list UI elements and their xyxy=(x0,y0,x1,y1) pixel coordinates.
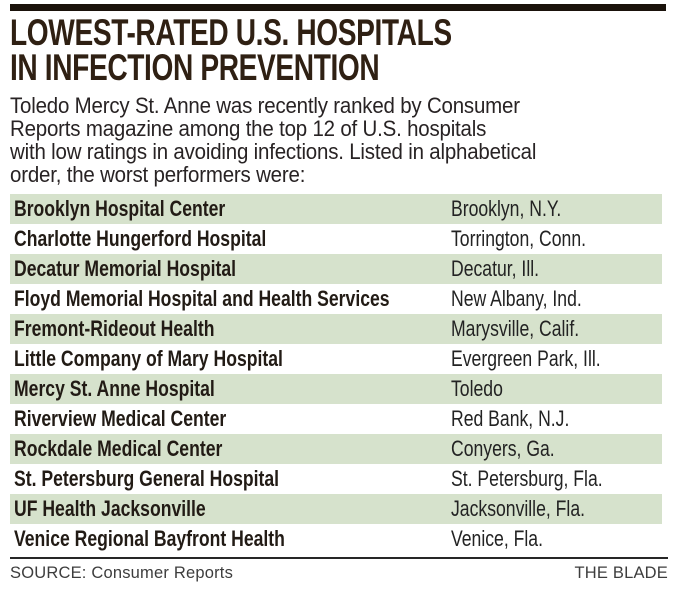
table-row: St. Petersburg General Hospital St. Pete… xyxy=(10,464,662,494)
table-row: Rockdale Medical Center Conyers, Ga. xyxy=(10,434,662,464)
hospital-name: Mercy St. Anne Hospital xyxy=(14,376,215,401)
page-title-line2: IN INFECTION PREVENTION xyxy=(10,47,380,88)
hospital-name: Floyd Memorial Hospital and Health Servi… xyxy=(14,286,390,311)
publication-credit: THE BLADE xyxy=(574,564,668,582)
hospital-name: Charlotte Hungerford Hospital xyxy=(14,226,267,251)
hospital-name: Rockdale Medical Center xyxy=(14,436,223,461)
intro-line: Toledo Mercy St. Anne was recently ranke… xyxy=(10,93,520,118)
table-row: Little Company of Mary Hospital Evergree… xyxy=(10,344,662,374)
table-row: Riverview Medical Center Red Bank, N.J. xyxy=(10,404,662,434)
footer-rule xyxy=(10,557,668,559)
hospital-name: Decatur Memorial Hospital xyxy=(14,256,237,281)
table-row: Venice Regional Bayfront Health Venice, … xyxy=(10,524,662,554)
hospital-location: Brooklyn, N.Y. xyxy=(451,196,562,221)
hospital-table: Brooklyn Hospital Center Brooklyn, N.Y. … xyxy=(10,194,662,554)
table-row: Fremont-Rideout Health Marysville, Calif… xyxy=(10,314,662,344)
table-row: Decatur Memorial Hospital Decatur, Ill. xyxy=(10,254,662,284)
footer: SOURCE: Consumer Reports THE BLADE xyxy=(10,564,668,583)
hospital-name: Venice Regional Bayfront Health xyxy=(14,526,285,551)
intro-line: Reports magazine among the top 12 of U.S… xyxy=(10,116,487,141)
hospital-location: Torrington, Conn. xyxy=(451,226,587,251)
hospital-location: Decatur, Ill. xyxy=(451,256,540,281)
page-title-line1: LOWEST-RATED U.S. HOSPITALS xyxy=(10,12,452,53)
table-row: Mercy St. Anne Hospital Toledo xyxy=(10,374,662,404)
table-row: Floyd Memorial Hospital and Health Servi… xyxy=(10,284,662,314)
page-title: LOWEST-RATED U.S. HOSPITALS IN INFECTION… xyxy=(10,11,684,88)
hospital-name: Little Company of Mary Hospital xyxy=(14,346,283,371)
intro-line: with low ratings in avoiding infections.… xyxy=(10,139,537,164)
hospital-name: Riverview Medical Center xyxy=(14,406,227,431)
top-rule-bar xyxy=(10,4,666,11)
hospital-location: Toledo xyxy=(451,376,503,401)
hospital-location: Red Bank, N.J. xyxy=(451,406,570,431)
hospital-location: Evergreen Park, Ill. xyxy=(451,346,601,371)
table-row: UF Health Jacksonville Jacksonville, Fla… xyxy=(10,494,662,524)
hospital-location: Venice, Fla. xyxy=(451,526,543,551)
hospital-name: UF Health Jacksonville xyxy=(14,496,206,521)
hospital-location: Jacksonville, Fla. xyxy=(451,496,586,521)
table-row: Charlotte Hungerford Hospital Torrington… xyxy=(10,224,662,254)
hospital-name: St. Petersburg General Hospital xyxy=(14,466,280,491)
intro-paragraph: Toledo Mercy St. Anne was recently ranke… xyxy=(10,94,637,186)
hospital-location: St. Petersburg, Fla. xyxy=(451,466,603,491)
table-row: Brooklyn Hospital Center Brooklyn, N.Y. xyxy=(10,194,662,224)
source-credit: SOURCE: Consumer Reports xyxy=(10,564,234,582)
hospital-name: Fremont-Rideout Health xyxy=(14,316,215,341)
hospital-location: Marysville, Calif. xyxy=(451,316,580,341)
hospital-location: New Albany, Ind. xyxy=(451,286,582,311)
intro-line: order, the worst performers were: xyxy=(10,162,306,187)
hospital-name: Brooklyn Hospital Center xyxy=(14,196,226,221)
hospital-location: Conyers, Ga. xyxy=(451,436,555,461)
